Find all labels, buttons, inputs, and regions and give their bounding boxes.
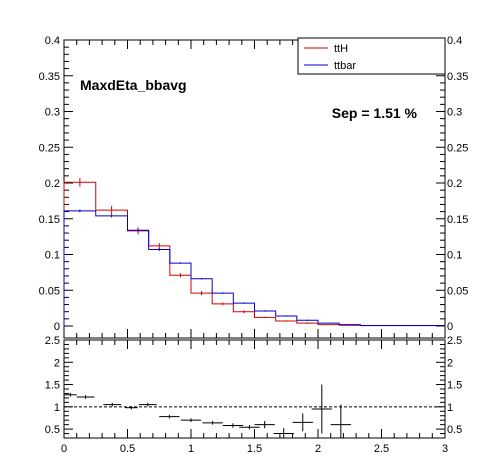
ratio-y-tick-label-left: 0.5 xyxy=(45,424,60,436)
y-tick-label-right: 0.25 xyxy=(447,142,468,154)
ratio-y-tick-label-right: 1 xyxy=(447,402,453,414)
separation-annotation: Sep = 1.51 % xyxy=(332,105,418,121)
ratio-y-tick-label-right: 2 xyxy=(447,357,453,369)
legend-box xyxy=(297,37,446,75)
y-tick-label-left: 0 xyxy=(54,321,60,333)
ratio-y-tick-label-right: 1.5 xyxy=(447,380,462,392)
y-tick-label-left: 0.35 xyxy=(39,71,60,83)
legend-label-ttbar: ttbar xyxy=(334,60,356,72)
ratio-y-tick-label-left: 1.5 xyxy=(45,380,60,392)
y-tick-label-left: 0.4 xyxy=(45,35,60,47)
x-tick-label: 3 xyxy=(442,443,448,455)
y-tick-label-left: 0.25 xyxy=(39,142,60,154)
y-tick-label-right: 0.4 xyxy=(447,35,462,47)
y-tick-label-left: 0.3 xyxy=(45,107,60,119)
ratio-y-tick-label-right: 2.5 xyxy=(447,335,462,347)
x-tick-label: 1 xyxy=(188,443,194,455)
ratio-y-tick-label-left: 1 xyxy=(54,402,60,414)
ratio-y-tick-label-left: 2.5 xyxy=(45,335,60,347)
y-tick-label-right: 0.2 xyxy=(447,178,462,190)
y-tick-label-right: 0.1 xyxy=(447,250,462,262)
ratio-y-tick-label-right: 0.5 xyxy=(447,424,462,436)
x-tick-label: 2 xyxy=(315,443,321,455)
x-tick-label: 1.5 xyxy=(247,443,262,455)
y-tick-label-right: 0.3 xyxy=(447,107,462,119)
y-tick-label-left: 0.1 xyxy=(45,250,60,262)
chart-title: MaxdEta_bbavg xyxy=(80,77,187,93)
ratio-pad-frame xyxy=(63,339,446,439)
y-tick-label-right: 0.35 xyxy=(447,71,468,83)
y-tick-label-left: 0.2 xyxy=(45,178,60,190)
y-tick-label-left: 0.15 xyxy=(39,214,60,226)
y-tick-label-left: 0.05 xyxy=(39,285,60,297)
y-tick-label-right: 0.15 xyxy=(447,214,468,226)
legend-label-ttH: ttH xyxy=(334,43,348,55)
y-tick-label-right: 0.05 xyxy=(447,285,468,297)
series-ttbar-histogram xyxy=(63,210,445,326)
x-tick-label: 2.5 xyxy=(374,443,389,455)
ratio-y-tick-label-left: 2 xyxy=(54,357,60,369)
x-tick-label: 0.5 xyxy=(120,443,135,455)
x-tick-label: 0 xyxy=(61,443,67,455)
y-tick-label-right: 0 xyxy=(447,321,453,333)
